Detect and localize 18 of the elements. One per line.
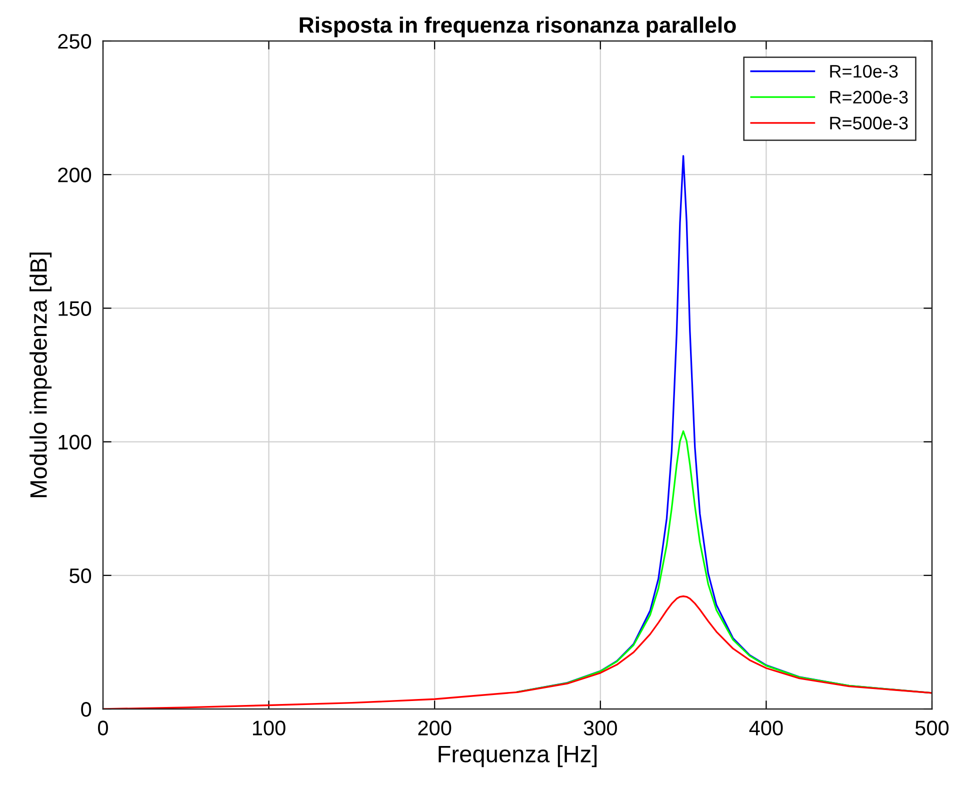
y-axis-title: Modulo impedenza [dB] — [30, 252, 52, 498]
chart-title: Risposta in frequenza risonanza parallelo — [300, 16, 736, 38]
y-tick-label: 100 — [58, 434, 92, 450]
x-tick-label: 200 — [418, 720, 452, 736]
x-tick-label: 0 — [98, 720, 108, 736]
x-tick-label: 100 — [253, 720, 286, 736]
x-tick-label: 500 — [915, 720, 949, 736]
x-tick-label: 300 — [584, 720, 617, 736]
x-tick-label: 400 — [749, 720, 783, 736]
legend-label: R=500e-3 — [830, 116, 908, 130]
legend-label: R=200e-3 — [830, 90, 908, 104]
y-tick-label: 250 — [58, 34, 92, 49]
legend-label: R=10e-3 — [830, 64, 898, 78]
y-tick-label: 150 — [58, 301, 92, 316]
x-axis-title: Frequenza [Hz] — [438, 745, 597, 768]
y-tick-label: 50 — [70, 568, 92, 584]
y-tick-label: 0 — [81, 702, 92, 717]
y-tick-label: 200 — [58, 168, 92, 182]
